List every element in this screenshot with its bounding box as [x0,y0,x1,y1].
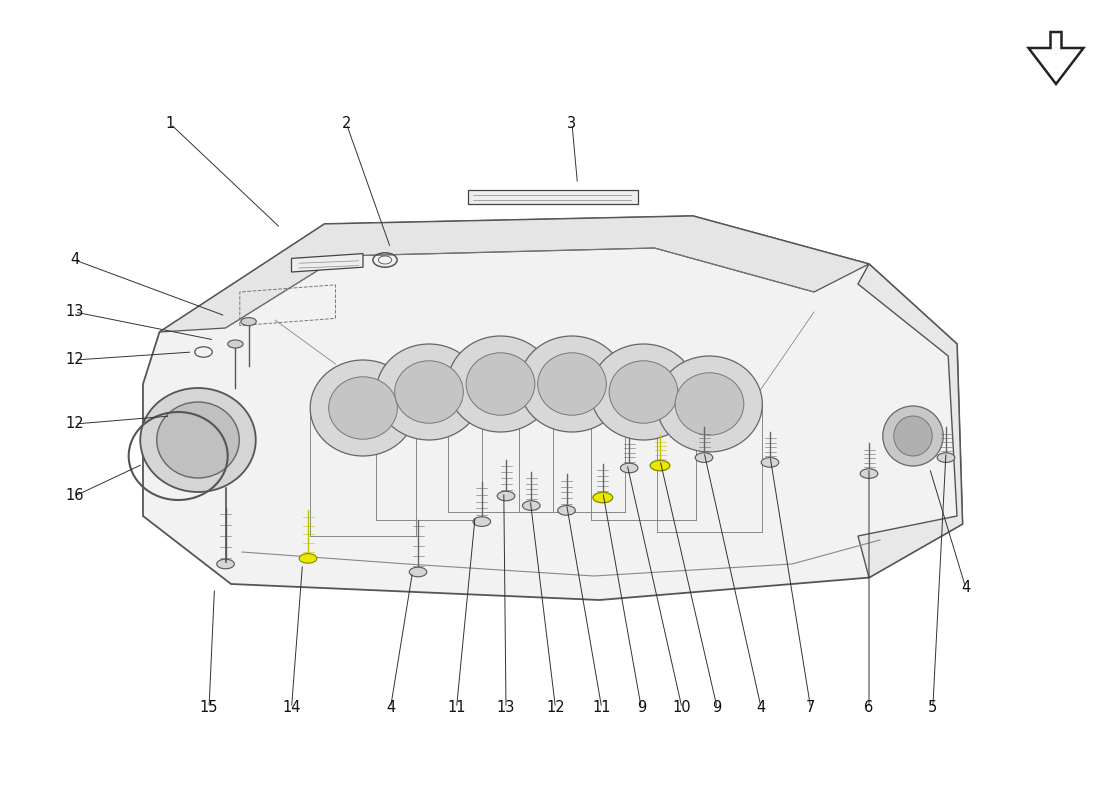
Ellipse shape [141,388,255,492]
Text: 6: 6 [865,701,873,715]
Text: 4: 4 [757,701,766,715]
Text: 14: 14 [283,701,300,715]
Ellipse shape [241,318,256,326]
Ellipse shape [651,461,669,470]
Ellipse shape [310,360,416,456]
Text: 16: 16 [66,489,84,503]
Ellipse shape [409,567,427,577]
Ellipse shape [593,493,613,503]
Ellipse shape [473,517,491,526]
Text: 12: 12 [66,353,84,367]
Ellipse shape [695,453,713,462]
Text: 13: 13 [66,305,84,319]
Ellipse shape [217,559,234,569]
Polygon shape [143,216,962,600]
Ellipse shape [538,353,606,415]
Ellipse shape [594,493,612,502]
Text: a passion for parts since 1985: a passion for parts since 1985 [371,514,729,558]
Ellipse shape [609,361,678,423]
Text: 15: 15 [200,701,218,715]
Text: 5: 5 [928,701,937,715]
Ellipse shape [466,353,535,415]
Ellipse shape [882,406,944,466]
Text: 11: 11 [593,701,611,715]
Text: 13: 13 [497,701,515,715]
Text: 10: 10 [673,701,691,715]
Polygon shape [160,216,869,332]
Text: 4: 4 [70,253,79,267]
Text: 11: 11 [448,701,465,715]
Ellipse shape [558,506,575,515]
Polygon shape [858,264,962,578]
Polygon shape [292,254,363,272]
Text: 3: 3 [568,117,576,131]
Ellipse shape [650,461,670,470]
Text: 1: 1 [166,117,175,131]
Ellipse shape [522,501,540,510]
Text: 9: 9 [713,701,722,715]
Text: 7: 7 [806,701,815,715]
Text: 12: 12 [66,417,84,431]
Ellipse shape [620,463,638,473]
Text: 4: 4 [386,701,395,715]
Text: 4: 4 [961,581,970,595]
Ellipse shape [329,377,397,439]
Ellipse shape [675,373,744,435]
Text: 9: 9 [637,701,646,715]
Ellipse shape [497,491,515,501]
Ellipse shape [519,336,625,432]
Polygon shape [468,190,638,204]
Ellipse shape [228,340,243,348]
Ellipse shape [860,469,878,478]
Ellipse shape [937,453,955,462]
Ellipse shape [156,402,240,478]
Ellipse shape [657,356,762,452]
Text: euroPAres: euroPAres [252,330,892,438]
Ellipse shape [299,554,317,563]
Ellipse shape [591,344,696,440]
Text: 12: 12 [547,701,564,715]
Ellipse shape [448,336,553,432]
Text: 2: 2 [342,117,351,131]
Ellipse shape [395,361,463,423]
Ellipse shape [376,344,482,440]
Ellipse shape [893,416,933,456]
Ellipse shape [761,458,779,467]
